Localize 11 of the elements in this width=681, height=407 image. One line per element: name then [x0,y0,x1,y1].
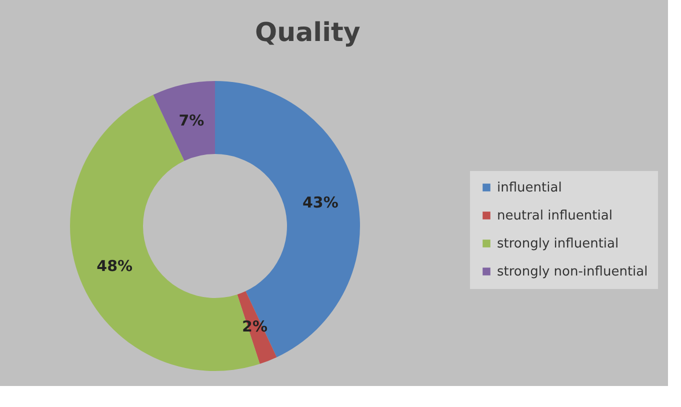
data-label: 43% [302,193,338,212]
data-label: 7% [178,112,204,130]
donut-slice [153,81,215,161]
legend-label: strongly non-influential [497,264,648,280]
legend-label: neutral influential [497,208,612,224]
data-label: 48% [96,256,133,275]
donut-slice [237,291,277,364]
legend-label: influential [497,180,562,196]
legend-label: strongly influential [497,236,619,252]
donut-slice [215,81,360,358]
chart-title: Quality [255,18,360,48]
